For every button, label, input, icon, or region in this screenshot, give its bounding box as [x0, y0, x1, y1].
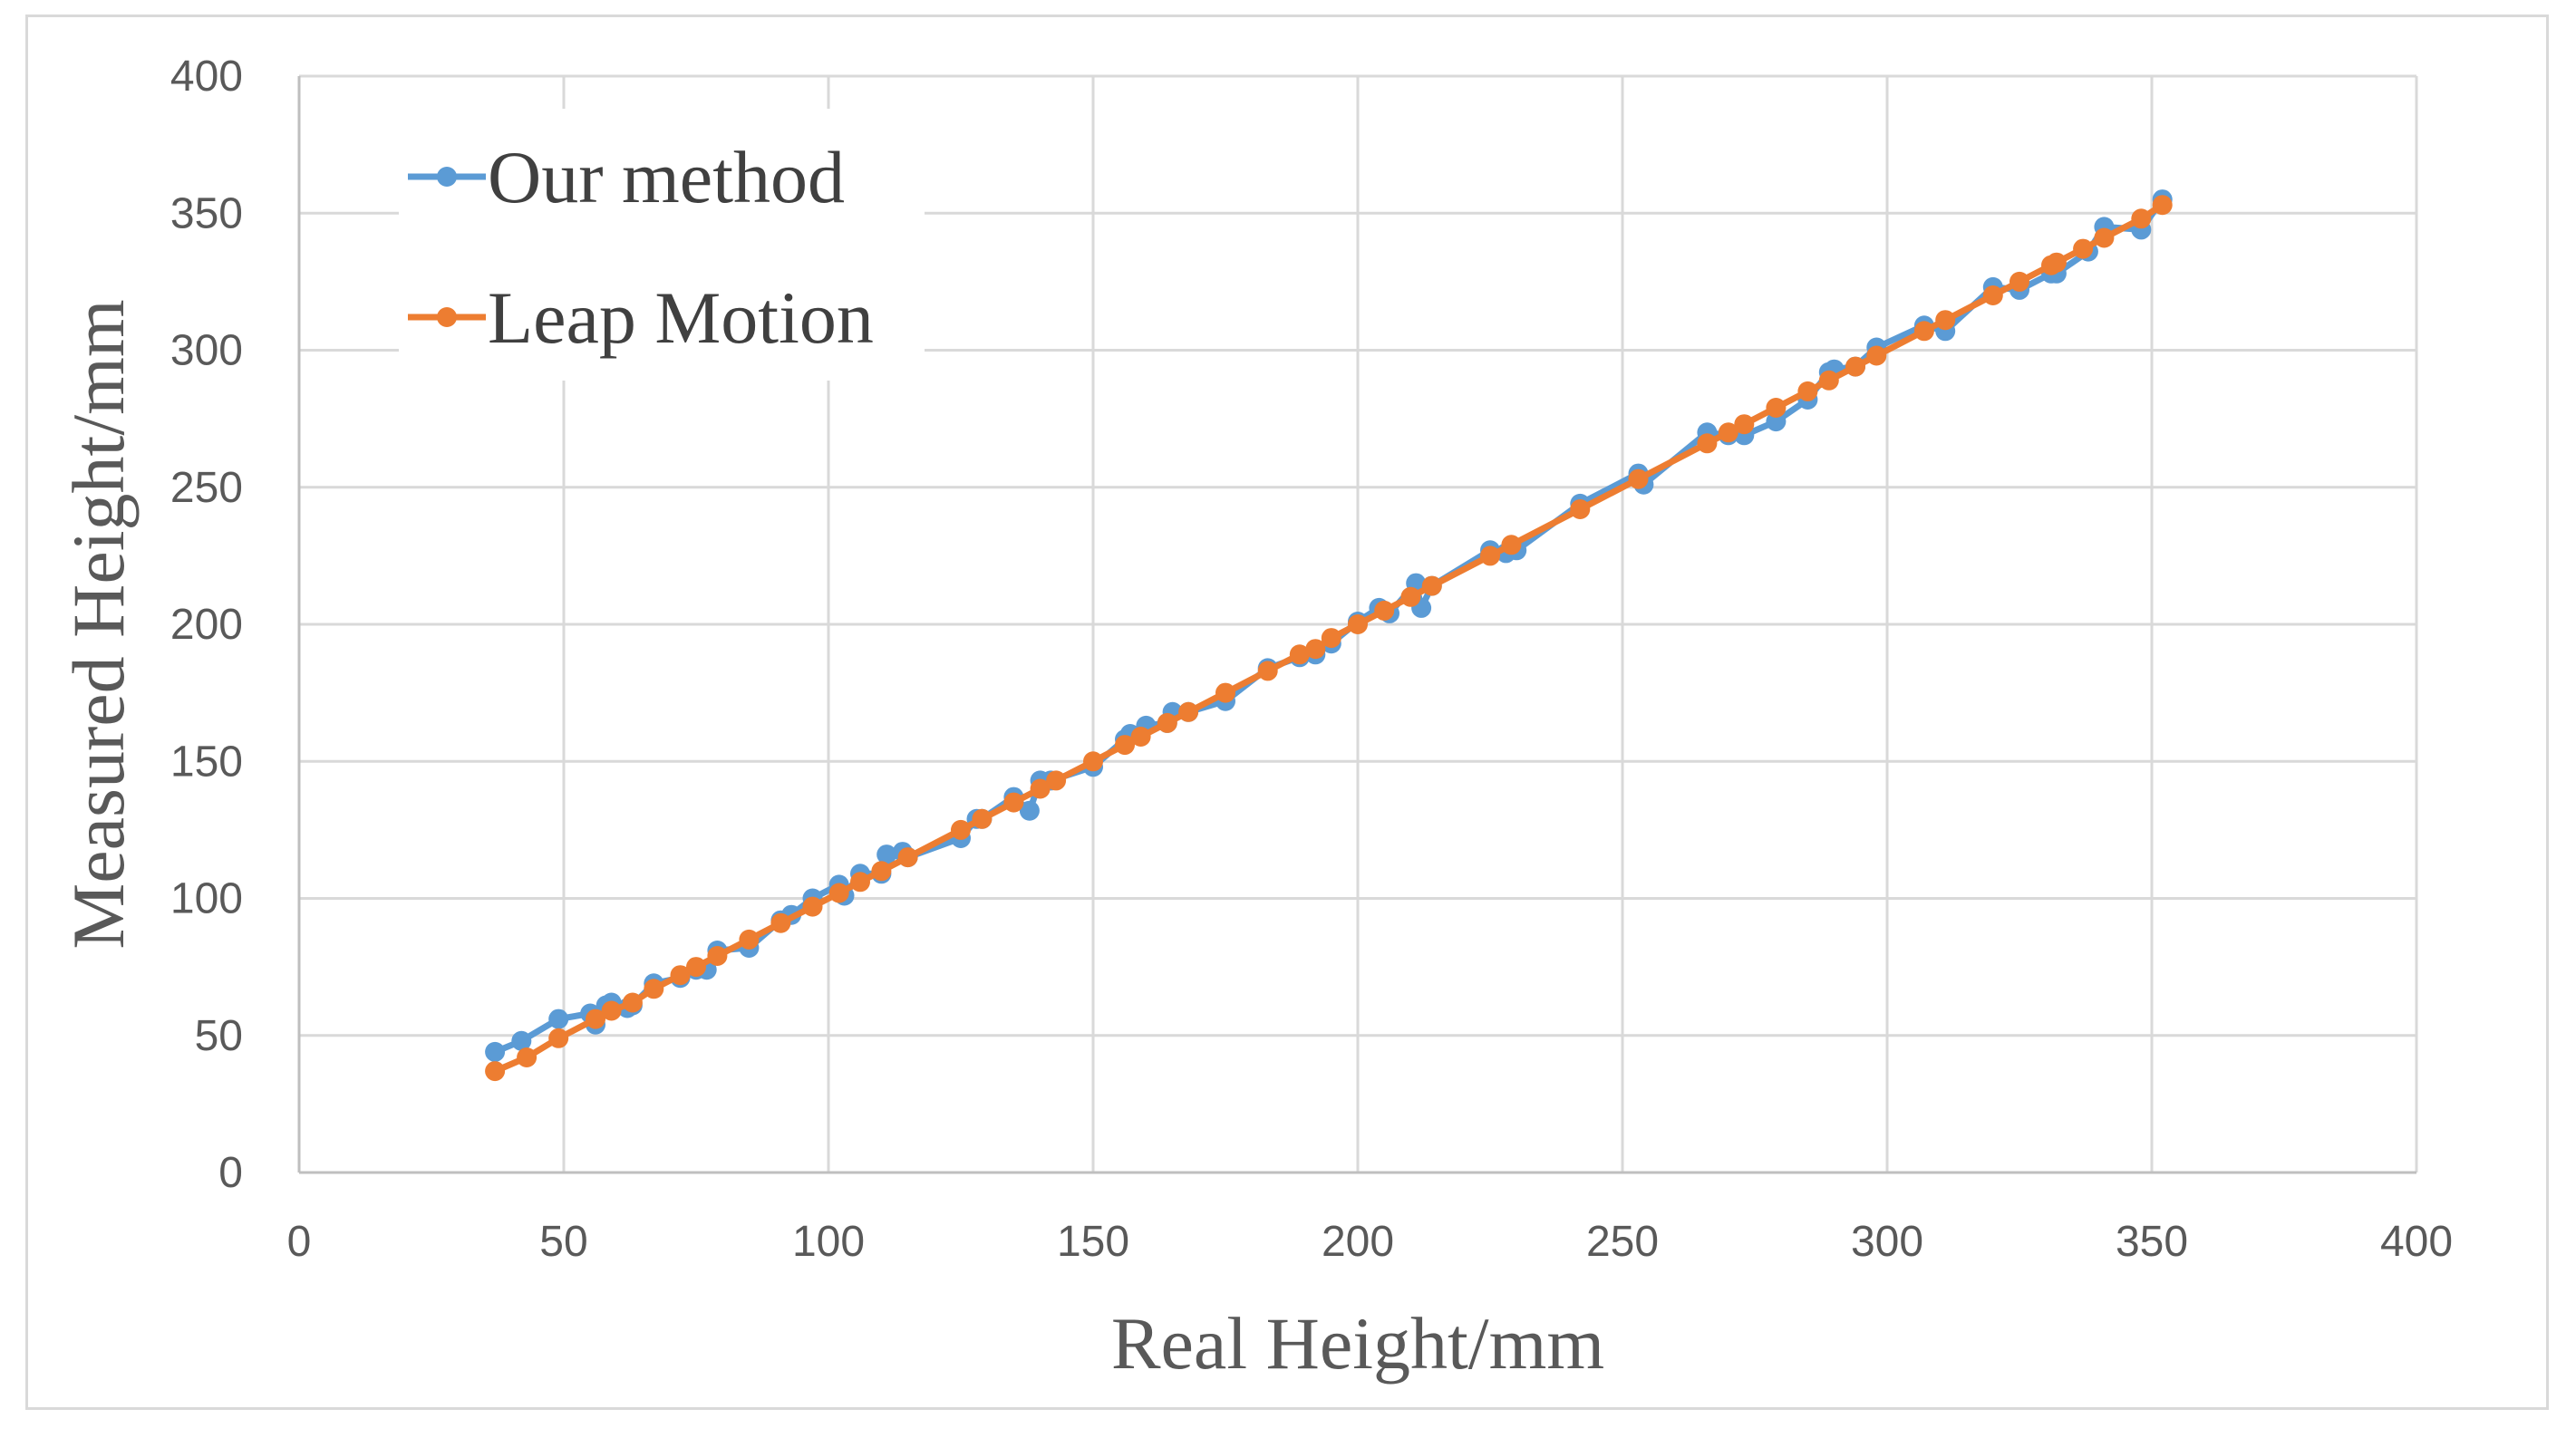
- data-point-leap-motion: [1501, 535, 1522, 555]
- series-layer: [485, 189, 2173, 1082]
- data-point-leap-motion: [1718, 422, 1738, 443]
- data-point-leap-motion: [1935, 310, 1956, 331]
- series-line-leap-motion: [493, 202, 2164, 1075]
- y-tick-label: 100: [170, 875, 243, 923]
- data-point-leap-motion: [1845, 356, 1865, 377]
- y-tick-label: 300: [170, 327, 243, 375]
- data-point-leap-motion: [1570, 499, 1591, 519]
- data-point-leap-motion: [871, 861, 892, 882]
- data-point-leap-motion: [2131, 208, 2152, 229]
- data-point-leap-motion: [1913, 321, 1934, 342]
- data-point-leap-motion: [1305, 639, 1326, 660]
- data-point-our-method: [876, 844, 897, 865]
- data-point-leap-motion: [1766, 398, 1787, 418]
- data-point-leap-motion: [485, 1061, 506, 1082]
- data-point-our-method: [485, 1041, 506, 1062]
- data-point-leap-motion: [1130, 727, 1151, 747]
- data-point-leap-motion: [1115, 735, 1135, 756]
- y-axis-title: Measured Height/mm: [57, 299, 140, 949]
- data-point-leap-motion: [622, 992, 643, 1013]
- data-point-leap-motion: [1734, 414, 1755, 435]
- data-point-leap-motion: [2152, 195, 2173, 216]
- data-point-leap-motion: [1046, 770, 1067, 791]
- data-point-leap-motion: [1866, 345, 1887, 366]
- x-tick-label: 100: [792, 1218, 865, 1266]
- data-point-leap-motion: [601, 1000, 622, 1021]
- x-tick-label: 0: [287, 1218, 312, 1266]
- data-point-leap-motion: [739, 929, 760, 950]
- y-tick-label: 0: [218, 1149, 243, 1197]
- data-point-leap-motion: [517, 1047, 537, 1067]
- legend-background: [399, 109, 925, 381]
- data-point-leap-motion: [2046, 252, 2067, 273]
- data-point-leap-motion: [1421, 575, 1442, 596]
- data-point-leap-motion: [1215, 682, 1235, 703]
- data-point-leap-motion: [548, 1028, 569, 1048]
- data-point-leap-motion: [1003, 792, 1024, 813]
- legend-marker-our-method: [437, 167, 457, 187]
- data-point-leap-motion: [1374, 600, 1395, 621]
- y-tick-label: 150: [170, 738, 243, 786]
- data-point-leap-motion: [1480, 545, 1500, 566]
- y-tick-label: 400: [170, 53, 243, 101]
- data-point-leap-motion: [1797, 381, 1818, 401]
- y-tick-label: 50: [195, 1012, 243, 1060]
- data-point-leap-motion: [1982, 285, 2003, 305]
- data-point-our-method: [1766, 411, 1787, 432]
- legend-marker-leap-motion: [437, 307, 457, 327]
- data-point-leap-motion: [1697, 433, 1718, 454]
- legend-label-leap-motion: Leap Motion: [488, 276, 874, 359]
- data-point-leap-motion: [897, 847, 918, 868]
- y-tick-label: 250: [170, 464, 243, 512]
- x-tick-label: 300: [1851, 1218, 1923, 1266]
- data-point-leap-motion: [1083, 751, 1103, 772]
- data-point-our-method: [1019, 800, 1040, 821]
- data-point-leap-motion: [1321, 628, 1341, 649]
- legend: Our method Leap Motion: [399, 109, 925, 381]
- legend-label-our-method: Our method: [488, 136, 845, 218]
- x-axis-title: Real Height/mm: [1111, 1302, 1604, 1385]
- data-point-leap-motion: [1818, 370, 1839, 391]
- x-tick-label: 150: [1057, 1218, 1129, 1266]
- data-point-leap-motion: [644, 979, 664, 999]
- data-point-leap-motion: [1257, 661, 1278, 681]
- data-point-leap-motion: [707, 946, 728, 966]
- x-tick-label: 50: [539, 1218, 587, 1266]
- data-point-leap-motion: [1628, 468, 1649, 489]
- x-tick-label: 200: [1322, 1218, 1394, 1266]
- series-leap-motion: [485, 195, 2173, 1082]
- data-point-leap-motion: [972, 808, 993, 829]
- data-point-leap-motion: [1157, 712, 1177, 733]
- data-point-leap-motion: [2009, 271, 2029, 292]
- legend-item-our-method: Our method: [408, 136, 845, 218]
- data-point-leap-motion: [770, 912, 791, 933]
- data-point-leap-motion: [951, 819, 971, 840]
- y-tick-label: 350: [170, 189, 243, 237]
- axes: 0 50 100 150 200 250 300 350 400 0 50 100 150 200 250 3…: [170, 53, 2453, 1266]
- data-point-leap-motion: [1348, 614, 1368, 634]
- data-point-leap-motion: [2094, 227, 2115, 248]
- data-point-leap-motion: [2073, 238, 2094, 259]
- data-point-leap-motion: [1289, 644, 1310, 665]
- chart-frame: [25, 14, 2549, 1410]
- data-point-leap-motion: [686, 957, 706, 978]
- data-point-leap-motion: [828, 883, 849, 903]
- y-tick-label: 200: [170, 601, 243, 649]
- x-tick-label: 350: [2116, 1218, 2188, 1266]
- legend-item-leap-motion: Leap Motion: [408, 276, 874, 359]
- data-point-leap-motion: [586, 1009, 605, 1029]
- data-point-our-method: [548, 1009, 569, 1029]
- data-point-leap-motion: [850, 872, 870, 893]
- data-point-leap-motion: [1178, 701, 1199, 722]
- x-tick-label: 250: [1586, 1218, 1659, 1266]
- data-point-leap-motion: [1400, 586, 1421, 607]
- data-point-leap-motion: [670, 965, 691, 986]
- data-point-leap-motion: [1030, 778, 1051, 799]
- data-point-leap-motion: [802, 896, 823, 917]
- data-point-our-method: [511, 1030, 532, 1051]
- x-tick-label: 400: [2380, 1218, 2453, 1266]
